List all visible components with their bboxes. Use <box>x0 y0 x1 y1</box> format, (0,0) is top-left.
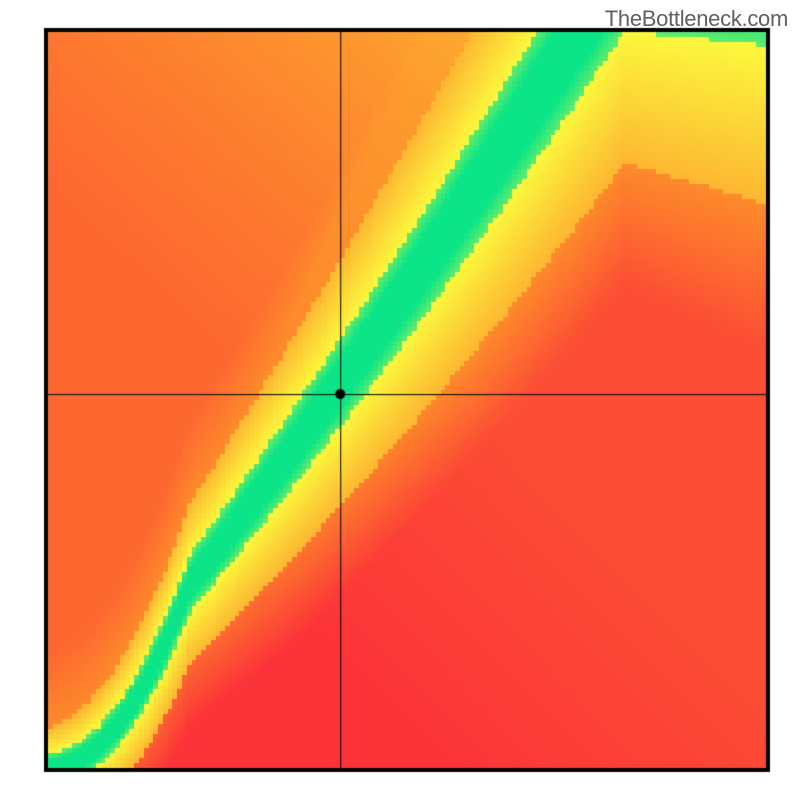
bottleneck-heatmap <box>0 0 800 800</box>
watermark-text: TheBottleneck.com <box>605 6 788 32</box>
chart-container: TheBottleneck.com <box>0 0 800 800</box>
